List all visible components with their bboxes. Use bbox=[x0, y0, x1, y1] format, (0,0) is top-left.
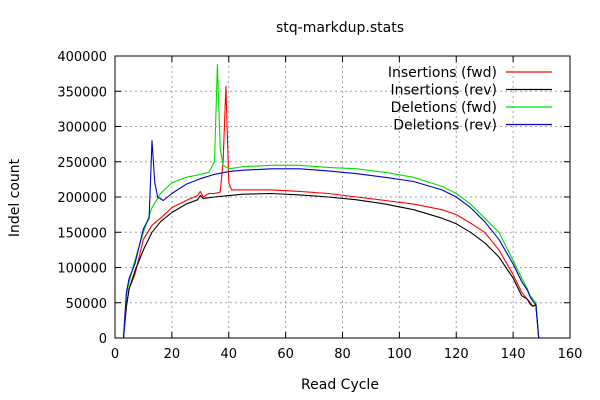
x-tick-label: 120 bbox=[444, 347, 469, 362]
legend-label: Deletions (fwd) bbox=[391, 100, 497, 116]
series-lines bbox=[122, 63, 540, 339]
legend-label: Deletions (rev) bbox=[393, 118, 497, 134]
y-tick-label: 0 bbox=[99, 332, 107, 347]
x-tick-label: 60 bbox=[277, 347, 294, 362]
legend: Insertions (fwd)Insertions (rev)Deletion… bbox=[388, 65, 552, 134]
x-tick-label: 140 bbox=[501, 347, 526, 362]
y-tick-label: 200000 bbox=[57, 191, 107, 206]
y-tick-label: 400000 bbox=[57, 50, 107, 65]
legend-label: Insertions (fwd) bbox=[388, 65, 497, 81]
legend-label: Insertions (rev) bbox=[391, 83, 498, 99]
x-tick-label: 40 bbox=[220, 347, 237, 362]
x-tick-label: 80 bbox=[334, 347, 351, 362]
y-tick-label: 300000 bbox=[57, 121, 107, 136]
chart-title: stq-markdup.stats bbox=[276, 20, 404, 36]
y-tick-label: 150000 bbox=[57, 226, 107, 241]
series-line bbox=[122, 192, 540, 339]
x-tick-label: 100 bbox=[387, 347, 412, 362]
y-tick-label: 50000 bbox=[66, 297, 107, 312]
y-tick-label: 350000 bbox=[57, 85, 107, 100]
x-tick-label: 160 bbox=[558, 347, 583, 362]
x-tick-label: 20 bbox=[164, 347, 181, 362]
x-axis-title: Read Cycle bbox=[301, 377, 379, 393]
y-tick-label: 250000 bbox=[57, 156, 107, 171]
y-tick-label: 100000 bbox=[57, 262, 107, 277]
axis-ticks: 0 50000 100000 150000 200000 250000 300000 3500… bbox=[57, 50, 582, 362]
y-axis-title: Indel count bbox=[7, 158, 23, 237]
series-line bbox=[122, 63, 540, 339]
grid bbox=[115, 56, 570, 338]
series-line bbox=[122, 140, 540, 339]
x-tick-label: 0 bbox=[111, 347, 119, 362]
series-line bbox=[122, 85, 540, 339]
